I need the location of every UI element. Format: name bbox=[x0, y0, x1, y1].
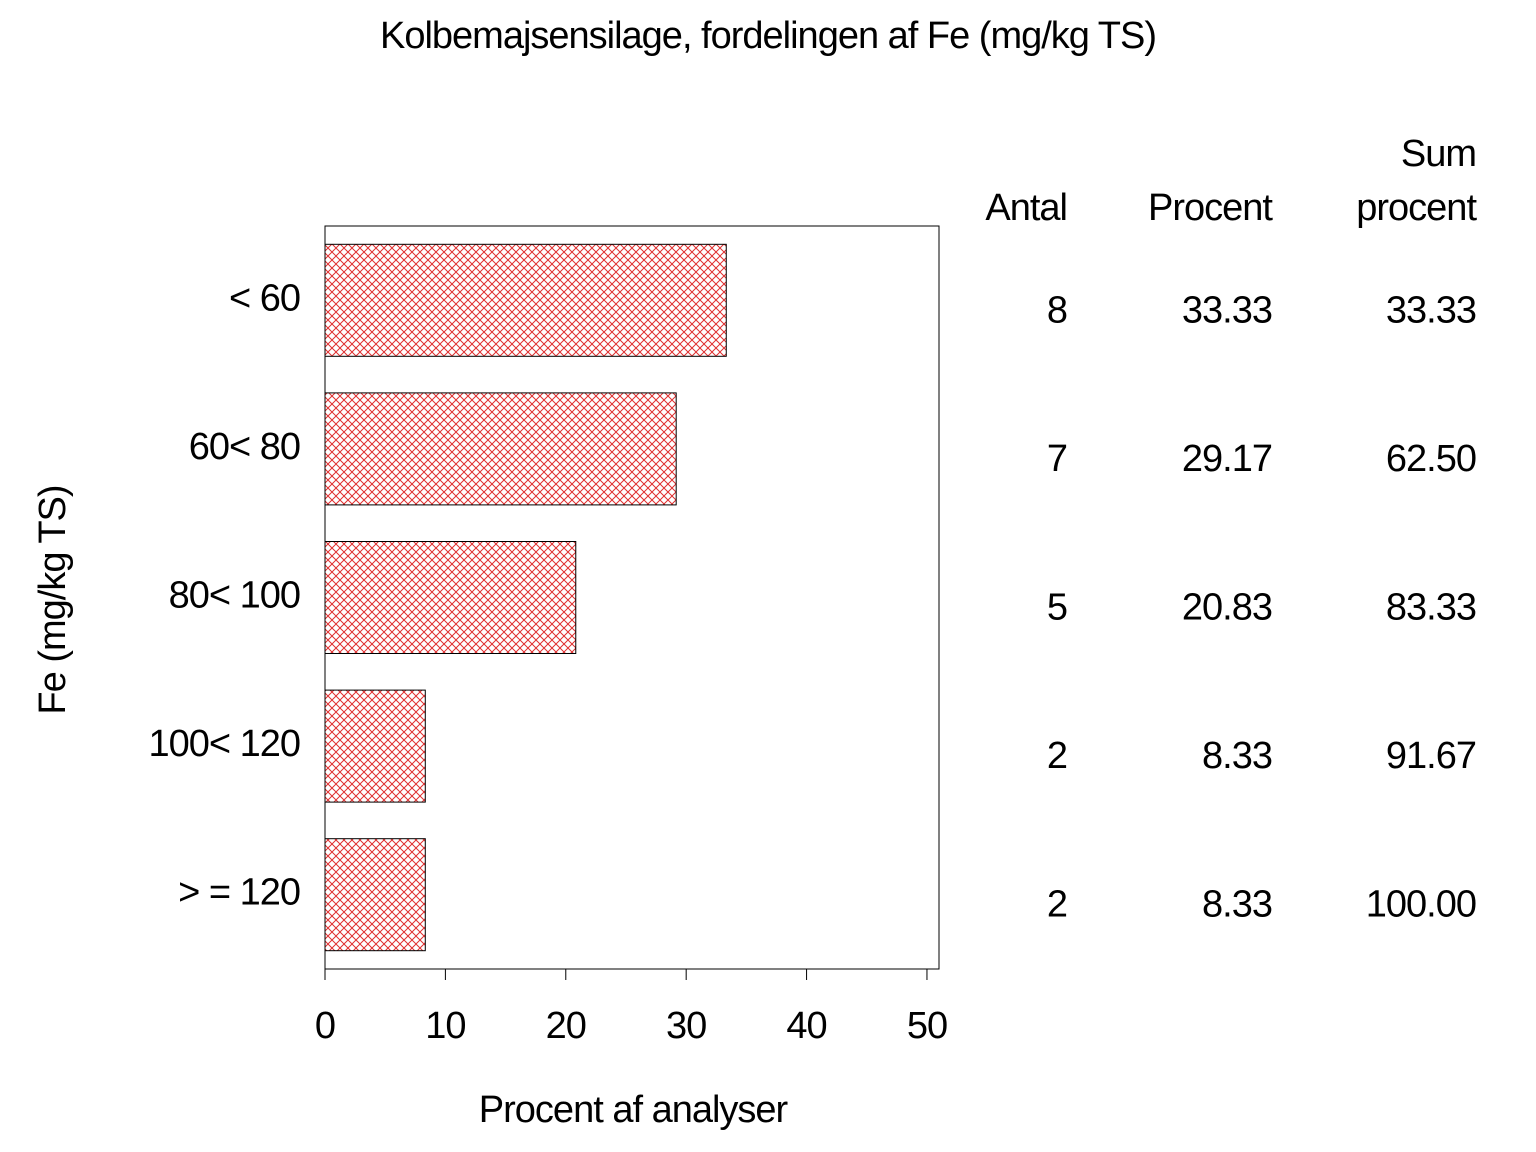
table-cell: 8.33 bbox=[1202, 884, 1272, 926]
x-tick-label: 20 bbox=[546, 1005, 586, 1047]
table-cell: 2 bbox=[1047, 735, 1067, 777]
table-cell: 7 bbox=[1047, 438, 1067, 480]
x-axis-label: Procent af analyser bbox=[479, 1089, 789, 1131]
table-header: procent bbox=[1356, 187, 1477, 229]
x-tick-label: 50 bbox=[907, 1005, 947, 1047]
y-tick-label: < 60 bbox=[229, 277, 300, 319]
table-cell: 5 bbox=[1047, 587, 1067, 629]
table-cell: 100.00 bbox=[1366, 884, 1476, 926]
bar bbox=[324, 838, 426, 952]
table-cell: 33.33 bbox=[1386, 289, 1476, 331]
table-cell: 8.33 bbox=[1202, 735, 1272, 777]
table-cell: 20.83 bbox=[1182, 587, 1272, 629]
y-tick-label: > = 120 bbox=[178, 872, 300, 914]
table-header: Antal bbox=[985, 187, 1067, 229]
x-tick-label: 10 bbox=[425, 1005, 465, 1047]
table-cell: 2 bbox=[1047, 884, 1067, 926]
table-cell: 29.17 bbox=[1182, 438, 1272, 480]
y-tick-label: 80< 100 bbox=[169, 575, 300, 617]
chart-title: Kolbemajsensilage, fordelingen af Fe (mg… bbox=[380, 15, 1156, 57]
y-tick-label: 100< 120 bbox=[148, 723, 300, 765]
table-header: Procent bbox=[1148, 187, 1273, 229]
table-header: Sum bbox=[1401, 133, 1476, 175]
bar bbox=[324, 392, 677, 506]
x-tick-label: 40 bbox=[786, 1005, 826, 1047]
table-cell: 62.50 bbox=[1386, 438, 1476, 480]
table-cell: 91.67 bbox=[1386, 735, 1476, 777]
x-tick-label: 0 bbox=[315, 1005, 335, 1047]
bar bbox=[324, 541, 577, 654]
x-tick-label: 30 bbox=[666, 1005, 706, 1047]
y-axis-label: Fe (mg/kg TS) bbox=[32, 485, 74, 714]
y-tick-label: 60< 80 bbox=[189, 426, 300, 468]
bar bbox=[324, 689, 426, 803]
table-cell: 33.33 bbox=[1182, 289, 1272, 331]
table-cell: 8 bbox=[1047, 289, 1067, 331]
bar bbox=[324, 243, 727, 357]
table-cell: 83.33 bbox=[1386, 587, 1476, 629]
